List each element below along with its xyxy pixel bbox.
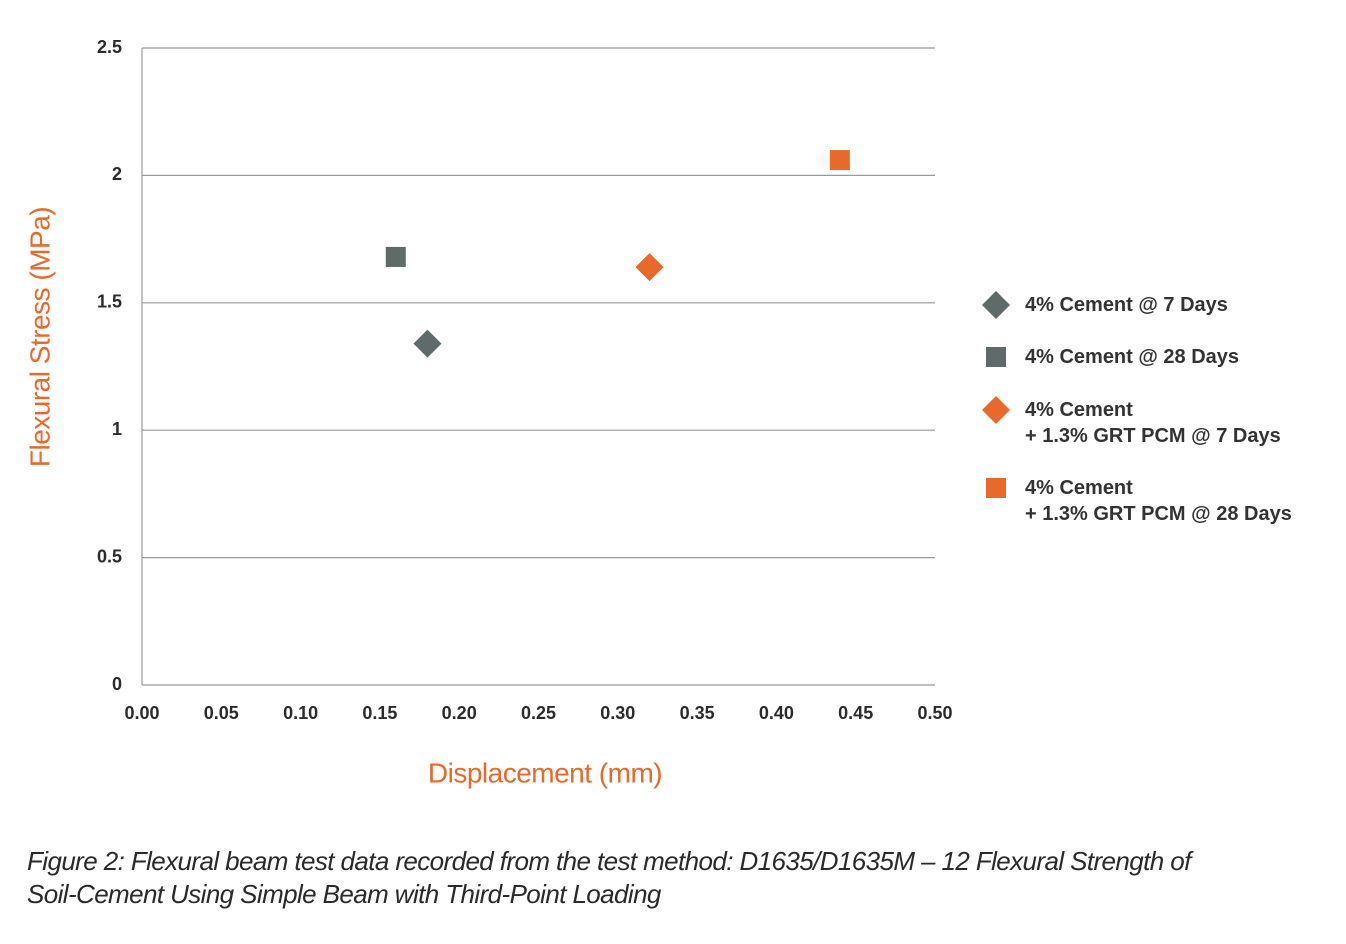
y-tick-label: 1.5 [97, 292, 122, 312]
legend-label: 4% Cement @ 7 Days [1025, 294, 1228, 316]
legend-label: 4% Cement + 1.3% GRT PCM @ 28 Days [1025, 477, 1292, 525]
legend-marker [986, 347, 1006, 367]
x-tick-label: 0.10 [283, 703, 318, 723]
y-tick-label: 2 [112, 164, 122, 184]
legend-marker [986, 478, 1006, 498]
caption: Figure 2: Flexural beam test data record… [27, 846, 1191, 909]
legend-label: 4% Cement @ 28 Days [1025, 346, 1240, 368]
data-point [635, 253, 664, 282]
data-point [413, 329, 442, 358]
legend-marker [982, 291, 1010, 319]
y-tick-label: 0.5 [97, 546, 122, 566]
x-tick-label: 0.50 [917, 703, 952, 723]
y-tick-label: 2.5 [97, 37, 122, 57]
marker [986, 347, 1006, 367]
y-tick-label: 1 [112, 419, 122, 439]
marker [982, 396, 1010, 424]
legend-marker [982, 396, 1010, 424]
y-tick-label: 0 [112, 674, 122, 694]
x-tick-label: 0.05 [204, 703, 239, 723]
x-tick-label: 0.00 [124, 703, 159, 723]
marker [982, 291, 1010, 319]
data-point [829, 150, 850, 171]
x-tick-label: 0.20 [442, 703, 477, 723]
legend-label: 4% Cement + 1.3% GRT PCM @ 7 Days [1025, 399, 1281, 447]
x-tick-label: 0.35 [680, 703, 715, 723]
data-point [385, 246, 406, 267]
x-tick-label: 0.40 [759, 703, 794, 723]
x-tick-label: 0.30 [600, 703, 635, 723]
marker [986, 478, 1006, 498]
x-tick-label: 0.25 [521, 703, 556, 723]
y-axis-title: Flexural Stress (MPa) [24, 207, 55, 467]
x-tick-label: 0.45 [838, 703, 873, 723]
x-axis-title: Displacement (mm) [428, 757, 662, 788]
x-tick-label: 0.15 [362, 703, 397, 723]
